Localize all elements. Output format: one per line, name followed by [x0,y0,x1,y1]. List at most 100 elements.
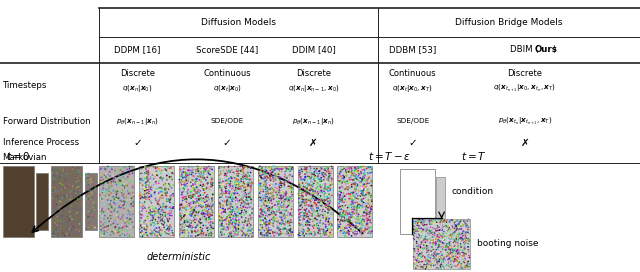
Point [185,212,195,217]
Point [434,218,444,223]
Point [163,222,173,227]
Point [353,182,363,186]
Point [152,187,162,191]
Point [230,186,240,190]
Point [100,171,111,176]
Point [320,184,330,188]
Point [191,180,201,185]
Point [160,186,170,191]
Point [349,182,359,186]
Point [159,220,169,224]
Point [358,167,369,172]
Point [159,201,170,205]
Point [220,217,230,222]
Point [255,223,266,227]
Point [162,197,172,201]
Point [272,219,282,224]
Point [234,217,244,222]
Point [347,185,357,189]
Point [409,262,419,266]
Point [125,213,136,217]
Point [224,183,234,187]
Point [143,204,153,208]
Point [163,225,173,229]
Point [324,185,334,189]
Point [431,249,441,254]
Point [459,258,469,262]
Point [333,229,343,234]
Point [149,213,159,217]
Point [87,193,97,197]
Point [355,176,365,180]
Point [230,176,240,180]
Point [259,209,269,214]
Point [284,197,294,202]
Point [315,184,325,188]
Point [295,171,305,176]
Point [431,254,442,258]
Point [335,231,346,235]
Point [139,227,149,231]
Point [238,170,248,175]
Point [312,181,323,186]
Point [244,196,254,200]
Point [458,224,468,228]
Point [287,220,297,224]
Point [264,228,275,233]
Point [263,230,273,235]
Point [279,211,289,215]
Point [450,223,460,227]
Point [319,204,330,209]
Point [163,197,173,201]
Point [426,230,436,234]
Point [313,230,323,235]
Point [276,167,286,171]
Point [188,212,198,216]
Point [237,190,247,194]
Point [287,197,298,201]
Text: Continuous: Continuous [204,69,251,78]
Point [428,220,438,224]
Point [154,226,164,230]
Point [362,227,372,231]
Point [353,169,364,173]
Point [413,248,423,252]
Point [203,169,213,173]
Point [349,231,359,236]
Point [307,198,317,202]
Point [168,192,178,196]
Point [175,167,186,171]
Point [174,187,184,191]
Point [338,231,348,235]
Point [309,229,319,234]
Point [198,176,208,180]
Point [356,226,366,230]
Point [116,199,127,203]
Point [154,231,164,235]
Point [163,223,173,228]
Point [311,186,321,191]
Point [242,211,252,215]
Point [52,188,62,193]
Point [296,208,306,212]
Point [350,200,360,205]
Point [129,202,139,206]
Point [463,250,474,254]
Point [343,191,353,196]
Point [435,239,445,244]
Point [107,213,117,218]
Point [136,205,147,210]
Point [214,193,225,197]
Point [294,197,304,201]
Point [445,237,456,242]
Point [459,254,469,258]
Point [439,238,449,242]
Point [187,230,197,235]
Point [50,220,60,225]
Point [160,170,170,174]
Point [420,218,430,223]
Point [228,176,238,180]
Point [326,211,336,216]
Point [320,167,330,171]
Point [453,243,463,248]
